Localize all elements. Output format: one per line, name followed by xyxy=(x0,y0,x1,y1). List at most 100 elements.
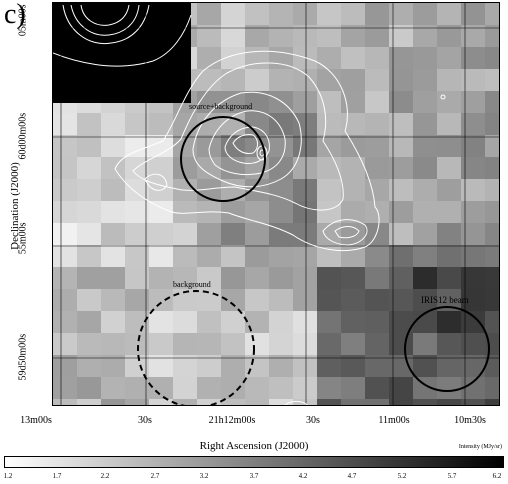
map-pixel xyxy=(389,25,414,48)
map-pixel xyxy=(269,333,294,356)
map-pixel xyxy=(149,289,174,312)
map-pixel xyxy=(437,333,462,356)
map-pixel xyxy=(221,47,246,70)
x-tick-label: 30s xyxy=(306,415,320,426)
map-pixel xyxy=(149,267,174,290)
x-tick-label: 13m00s xyxy=(20,415,52,426)
map-pixel xyxy=(413,91,438,114)
map-pixel xyxy=(221,399,246,405)
map-pixel xyxy=(101,377,126,400)
map-pixel xyxy=(53,311,78,334)
map-pixel xyxy=(221,91,246,114)
map-pixel xyxy=(461,377,486,400)
map-pixel xyxy=(317,311,342,334)
map-pixel xyxy=(461,25,486,48)
map-pixel xyxy=(245,267,270,290)
map-pixel xyxy=(173,245,198,268)
map-pixel xyxy=(413,157,438,180)
map-pixel xyxy=(389,3,414,26)
map-pixel xyxy=(197,25,222,48)
map-pixel xyxy=(293,223,318,246)
y-tick-label: 60d00m00s xyxy=(17,112,29,160)
map-pixel xyxy=(437,157,462,180)
map-pixel xyxy=(437,223,462,246)
map-pixel xyxy=(317,91,342,114)
map-pixel xyxy=(389,267,414,290)
map-pixel xyxy=(365,179,390,202)
map-pixel xyxy=(365,223,390,246)
map-pixel xyxy=(269,289,294,312)
map-pixel xyxy=(221,69,246,92)
map-pixel xyxy=(341,399,366,405)
map-pixel xyxy=(77,245,102,268)
colorbar-label: 3.2 xyxy=(199,472,209,480)
map-pixel xyxy=(221,311,246,334)
map-pixel xyxy=(197,113,222,136)
map-pixel xyxy=(485,47,499,70)
map-pixel xyxy=(413,201,438,224)
x-tick-label: 10m30s xyxy=(454,415,486,426)
map-pixel xyxy=(197,157,222,180)
map-pixel xyxy=(245,355,270,378)
map-pixel xyxy=(485,91,499,114)
map-pixel xyxy=(317,399,342,405)
map-pixel xyxy=(149,201,174,224)
map-pixel xyxy=(437,179,462,202)
map-pixel xyxy=(269,245,294,268)
map-pixel xyxy=(269,179,294,202)
map-pixel xyxy=(389,69,414,92)
map-pixel xyxy=(77,333,102,356)
map-pixel xyxy=(149,245,174,268)
map-pixel xyxy=(413,135,438,158)
map-pixel xyxy=(101,135,126,158)
map-pixel xyxy=(437,311,462,334)
map-pixel xyxy=(413,289,438,312)
map-pixel xyxy=(293,25,318,48)
map-pixel xyxy=(437,69,462,92)
colorbar-label: 6.2 xyxy=(492,472,502,480)
map-pixel xyxy=(317,135,342,158)
map-pixel xyxy=(269,91,294,114)
map-pixel xyxy=(173,201,198,224)
map-pixel xyxy=(197,3,222,26)
map-pixel xyxy=(269,113,294,136)
map-pixel xyxy=(125,201,150,224)
map-pixel xyxy=(461,135,486,158)
map-pixel xyxy=(389,201,414,224)
map-pixel xyxy=(245,91,270,114)
map-pixel xyxy=(485,289,499,312)
map-pixel xyxy=(293,91,318,114)
map-pixel xyxy=(341,223,366,246)
pixel-grid xyxy=(53,3,499,405)
map-pixel xyxy=(269,25,294,48)
map-pixel xyxy=(269,201,294,224)
map-pixel xyxy=(413,355,438,378)
y-tick-label: 55m00s xyxy=(17,222,29,255)
map-pixel xyxy=(293,3,318,26)
map-pixel xyxy=(197,333,222,356)
map-pixel xyxy=(149,157,174,180)
map-pixel xyxy=(341,157,366,180)
map-pixel xyxy=(53,267,78,290)
map-pixel xyxy=(389,311,414,334)
map-pixel xyxy=(101,201,126,224)
map-pixel xyxy=(125,377,150,400)
map-pixel xyxy=(437,355,462,378)
map-pixel xyxy=(221,245,246,268)
map-pixel xyxy=(341,69,366,92)
map-pixel xyxy=(53,289,78,312)
map-pixel xyxy=(341,267,366,290)
map-pixel xyxy=(461,201,486,224)
map-pixel xyxy=(77,179,102,202)
map-pixel xyxy=(221,25,246,48)
map-pixel xyxy=(365,69,390,92)
map-pixel xyxy=(485,377,499,400)
source-background-label: source+background xyxy=(189,102,252,111)
map-pixel xyxy=(221,157,246,180)
map-pixel xyxy=(413,377,438,400)
map-pixel xyxy=(485,3,499,26)
map-pixel xyxy=(413,179,438,202)
map-pixel xyxy=(53,179,78,202)
source-aperture-circle xyxy=(180,116,266,202)
map-pixel xyxy=(461,223,486,246)
